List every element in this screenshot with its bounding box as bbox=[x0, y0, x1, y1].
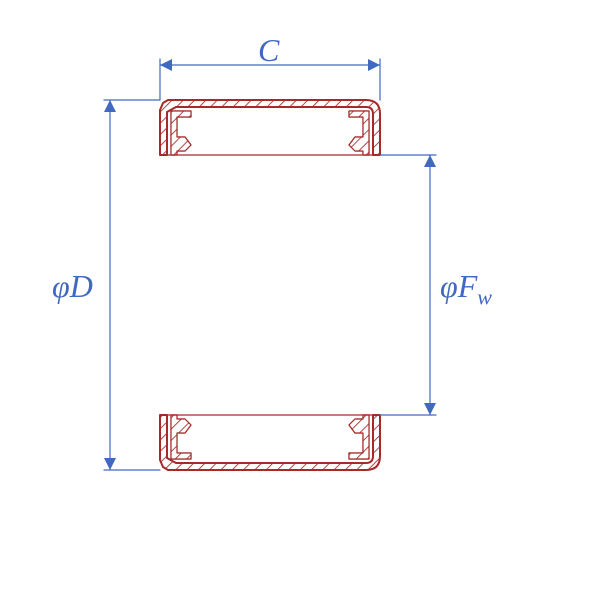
dim-fw-sub: w bbox=[477, 284, 492, 309]
dim-fw-phi: φ bbox=[440, 268, 458, 304]
dim-label-d: φD bbox=[52, 268, 93, 305]
dim-d-phi: φ bbox=[52, 268, 70, 304]
dim-label-c: C bbox=[258, 32, 279, 69]
dim-c-text: C bbox=[258, 32, 279, 68]
bearing-outline bbox=[160, 100, 380, 470]
dimension-lines bbox=[104, 59, 436, 470]
dim-label-fw: φFw bbox=[440, 268, 492, 310]
dim-d-text: D bbox=[70, 268, 93, 304]
diagram-stage: C φD φFw bbox=[0, 0, 600, 600]
dim-fw-f: F bbox=[458, 268, 478, 304]
